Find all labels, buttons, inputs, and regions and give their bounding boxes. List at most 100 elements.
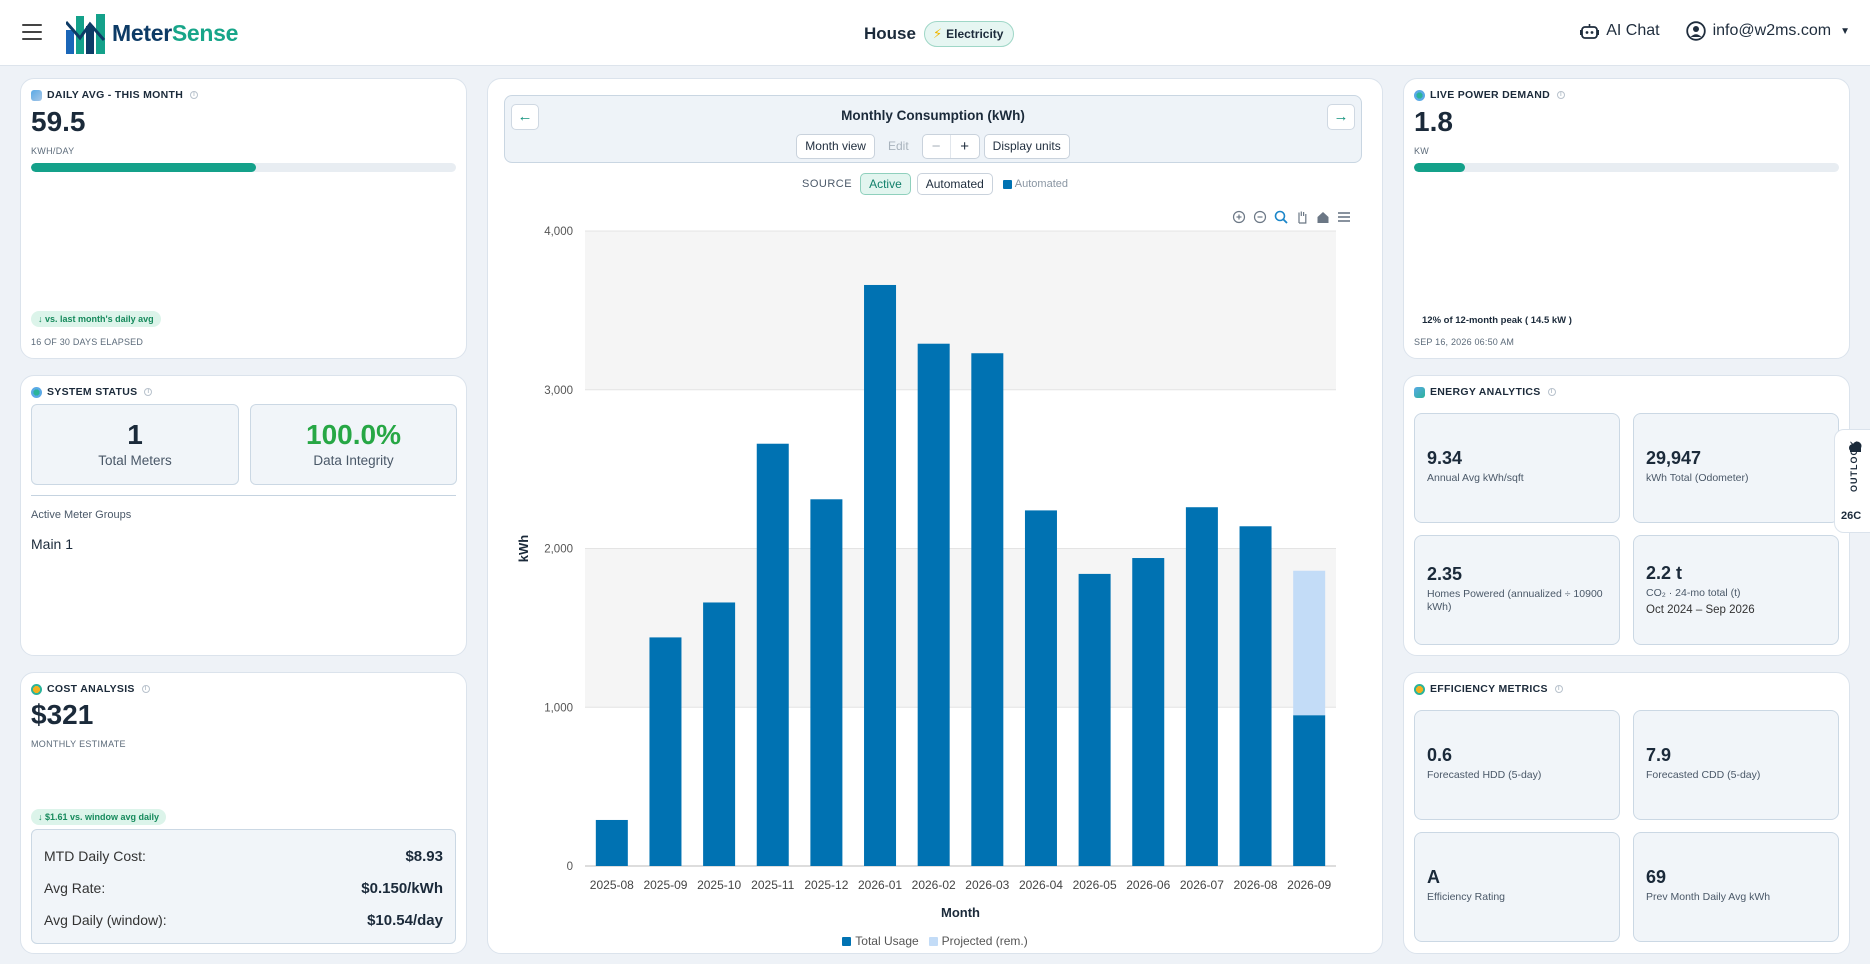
outlook-temp: 26C <box>1841 510 1862 522</box>
source-selector: SOURCE Active Automated Automated <box>488 173 1382 195</box>
logo-text-sense: Sense <box>171 19 239 46</box>
daily-avg-progress <box>31 163 456 172</box>
daily-avg-unit: KWH/DAY <box>31 146 75 156</box>
outlook-tab[interactable]: OUTLOOK 26C <box>1834 429 1870 533</box>
peak-percentage: 12% of 12-month peak ( 14.5 kW ) <box>1422 315 1572 326</box>
x-tick-label: 2025-09 <box>643 878 687 892</box>
outlook-label: OUTLOOK <box>1849 440 1859 492</box>
bar[interactable] <box>1132 558 1165 866</box>
metric-label: Homes Powered (annualized ÷ 10900 kWh) <box>1427 588 1603 613</box>
utility-label: Electricity <box>946 27 1004 41</box>
bar[interactable] <box>917 343 950 866</box>
info-icon[interactable]: i <box>141 685 150 693</box>
edit-button[interactable]: Edit <box>878 134 918 159</box>
bar[interactable] <box>1024 510 1057 866</box>
prev-period-button[interactable]: ← <box>511 104 539 130</box>
zoom-out-icon[interactable] <box>1252 209 1268 225</box>
chart-controls: Month view Edit − + Display units <box>505 134 1361 159</box>
legend-item-projected[interactable]: Projected (rem.) <box>928 934 1028 948</box>
pulse-icon <box>1414 89 1425 101</box>
x-tick-label: 2025-11 <box>751 878 794 892</box>
source-automated-button[interactable]: Automated <box>916 173 993 195</box>
month-view-button[interactable]: Month view <box>796 134 875 159</box>
bar[interactable] <box>1293 715 1326 866</box>
metric-tile: 69 Prev Month Daily Avg kWh <box>1633 832 1839 942</box>
info-icon[interactable]: i <box>190 91 199 99</box>
logo-icon <box>66 14 106 54</box>
zoom-in-icon[interactable] <box>1231 209 1247 225</box>
cost-row: Avg Rate: $0.150/kWh <box>32 872 455 904</box>
x-tick-label: 2026-04 <box>1019 878 1063 892</box>
status-icon <box>31 386 42 398</box>
pan-hand-icon[interactable] <box>1294 209 1310 225</box>
meter-group-item[interactable]: Main 1 <box>31 536 74 552</box>
cost-row-label: Avg Rate: <box>44 880 106 896</box>
live-power-value: 1.8 <box>1414 106 1453 137</box>
daily-avg-trend-badge: ↓ vs. last month's daily avg <box>31 311 161 327</box>
legend-swatch <box>842 936 852 946</box>
logo[interactable]: MeterSense <box>66 12 238 54</box>
logo-text: MeterSense <box>112 20 238 47</box>
bar[interactable] <box>1239 526 1272 866</box>
info-icon[interactable]: i <box>1557 91 1566 99</box>
menu-lines-icon[interactable] <box>1336 209 1352 225</box>
robot-icon <box>1580 23 1600 39</box>
metric-value: 69 <box>1646 867 1667 887</box>
metric-tile: 9.34 Annual Avg kWh/sqft <box>1414 413 1620 523</box>
site-selector: House ⚡ Electricity <box>864 21 1015 47</box>
ai-chat-button[interactable]: AI Chat <box>1580 22 1660 40</box>
cost-row-value: $10.54/day <box>367 911 443 929</box>
x-tick-label: 2025-10 <box>697 878 741 892</box>
site-name[interactable]: House <box>864 24 916 43</box>
efficiency-metrics-card: EFFICIENCY METRICS i 0.6 Forecasted HDD (… <box>1403 672 1850 954</box>
x-tick-label: 2025-08 <box>590 878 634 892</box>
energy-analytics-title-text: ENERGY ANALYTICS <box>1430 386 1541 398</box>
bar[interactable] <box>649 637 682 866</box>
account-email: info@w2ms.com <box>1712 22 1832 39</box>
utility-badge[interactable]: ⚡ Electricity <box>923 21 1015 47</box>
menu-icon[interactable] <box>22 24 42 40</box>
bar[interactable] <box>703 602 736 866</box>
bar[interactable] <box>1293 570 1326 716</box>
metric-value: 0.6 <box>1427 745 1453 765</box>
consumption-chart[interactable]: 0 1,000 2,000 3,000 4,000 2025-08 2025-09 2025-… <box>488 79 1384 955</box>
bar[interactable] <box>1185 507 1218 866</box>
decrement-button[interactable]: − <box>923 135 951 158</box>
x-tick-label: 2026-03 <box>965 878 1009 892</box>
zoom-stepper: − + <box>921 134 980 159</box>
cost-unit: MONTHLY ESTIMATE <box>31 739 126 749</box>
metric-label: kWh Total (Odometer) <box>1646 472 1749 484</box>
info-icon[interactable]: i <box>144 388 153 396</box>
next-period-button[interactable]: → <box>1327 104 1355 130</box>
account-menu[interactable]: info@w2ms.com ▼ <box>1685 21 1850 41</box>
y-tick-label: 3,000 <box>544 385 573 397</box>
bar[interactable] <box>756 443 789 866</box>
metric-label: Prev Month Daily Avg kWh <box>1646 891 1771 903</box>
chart-header: ← → Monthly Consumption (kWh) Month view… <box>504 95 1362 163</box>
efficiency-title-text: EFFICIENCY METRICS <box>1430 683 1548 695</box>
info-icon[interactable]: i <box>1554 685 1563 693</box>
total-meters-box: 1 Total Meters <box>31 404 239 485</box>
info-icon[interactable]: i <box>1547 388 1556 396</box>
metric-value: 29,947 <box>1646 448 1702 468</box>
caret-down-icon: ▼ <box>1840 25 1850 37</box>
x-tick-label: 2026-06 <box>1126 878 1170 892</box>
bar[interactable] <box>595 819 628 866</box>
system-status-card: SYSTEM STATUS i 1 Total Meters 100.0% Dat… <box>20 375 467 656</box>
energy-analytics-title: ENERGY ANALYTICS i <box>1414 386 1556 398</box>
metric-label: Annual Avg kWh/sqft <box>1427 472 1524 484</box>
metric-tile: A Efficiency Rating <box>1414 832 1620 942</box>
home-icon[interactable] <box>1315 209 1331 225</box>
cost-row-label: MTD Daily Cost: <box>44 848 146 864</box>
metric-value: 2.2 t <box>1646 563 1683 583</box>
bar[interactable] <box>864 284 897 867</box>
magnifier-icon[interactable] <box>1273 209 1289 225</box>
display-units-button[interactable]: Display units <box>983 134 1070 159</box>
bar[interactable] <box>971 353 1004 866</box>
increment-button[interactable]: + <box>960 138 970 155</box>
bar[interactable] <box>810 499 843 866</box>
legend-item-total[interactable]: Total Usage <box>842 934 919 948</box>
total-meters-value: 1 <box>127 419 143 450</box>
source-active-button[interactable]: Active <box>860 173 911 195</box>
bar[interactable] <box>1078 573 1111 866</box>
